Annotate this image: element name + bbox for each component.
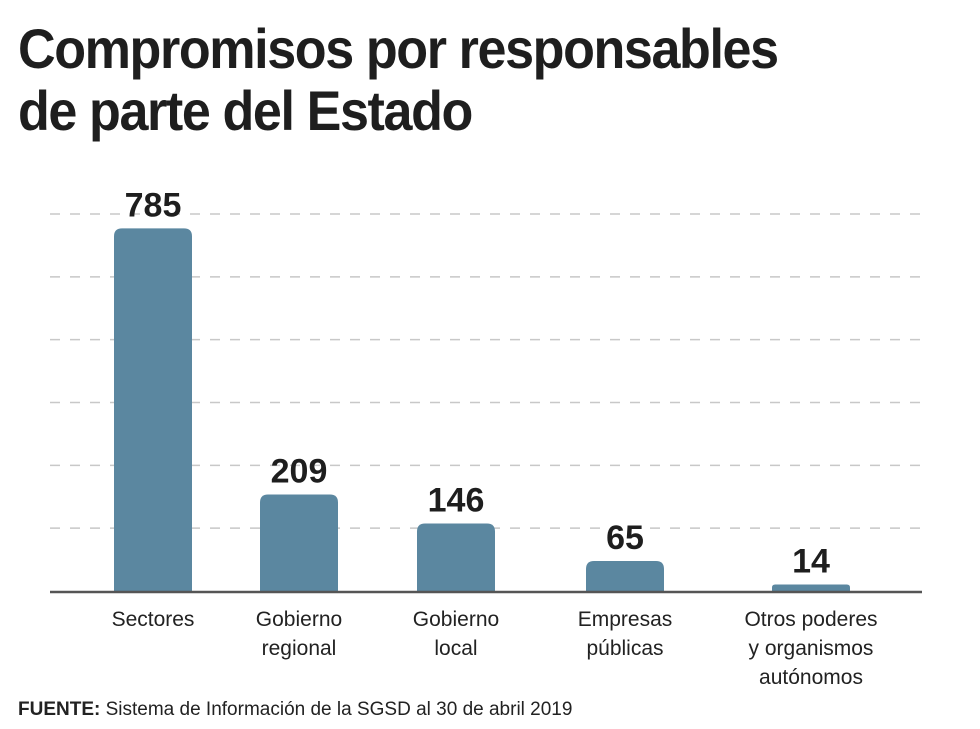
category-label-line: local: [434, 637, 477, 660]
category-label: Gobierno regional: [256, 608, 342, 660]
bar-2: [260, 494, 338, 591]
category-label: Otros poderes y organismos autónomos: [744, 608, 877, 689]
category-label-line: Empresas: [578, 608, 673, 631]
value-label: 209: [271, 452, 328, 490]
chart-title: Compromisos por responsables de parte de…: [18, 17, 779, 142]
value-label: 785: [125, 186, 182, 224]
category-label-line: Gobierno: [256, 608, 342, 631]
category-label: Empresas públicas: [578, 608, 673, 660]
category-label-line: Gobierno: [413, 608, 499, 631]
bars: [114, 228, 850, 591]
category-label-line: públicas: [586, 637, 663, 660]
category-label: Sectores: [112, 608, 195, 631]
category-labels: Sectores Gobierno regional Gobierno local Emp…: [112, 608, 878, 689]
category-label-line: y organismos: [749, 637, 874, 660]
category-label-line: Otros poderes: [744, 608, 877, 631]
bar-5: [772, 584, 850, 591]
value-label: 146: [428, 482, 485, 520]
gridlines: [50, 213, 922, 529]
bar-1: [114, 228, 192, 591]
category-label-line: regional: [262, 637, 337, 660]
category-label: Gobierno local: [413, 608, 499, 660]
value-label: 14: [792, 543, 830, 581]
value-labels: 785 209 146 65 14: [125, 186, 830, 580]
category-label-line: autónomos: [759, 666, 863, 689]
source-text: Sistema de Información de la SGSD al 30 …: [105, 699, 573, 720]
bar-3: [417, 523, 495, 591]
category-label-line: Sectores: [112, 608, 195, 631]
bar-4: [586, 560, 664, 591]
source-note: FUENTE: Sistema de Información de la SGS…: [18, 699, 572, 721]
chart-title-line-2: de parte del Estado: [18, 79, 473, 142]
source-label: FUENTE:: [18, 699, 101, 720]
chart-title-line-1: Compromisos por responsables: [18, 17, 779, 80]
value-label: 65: [606, 519, 644, 557]
